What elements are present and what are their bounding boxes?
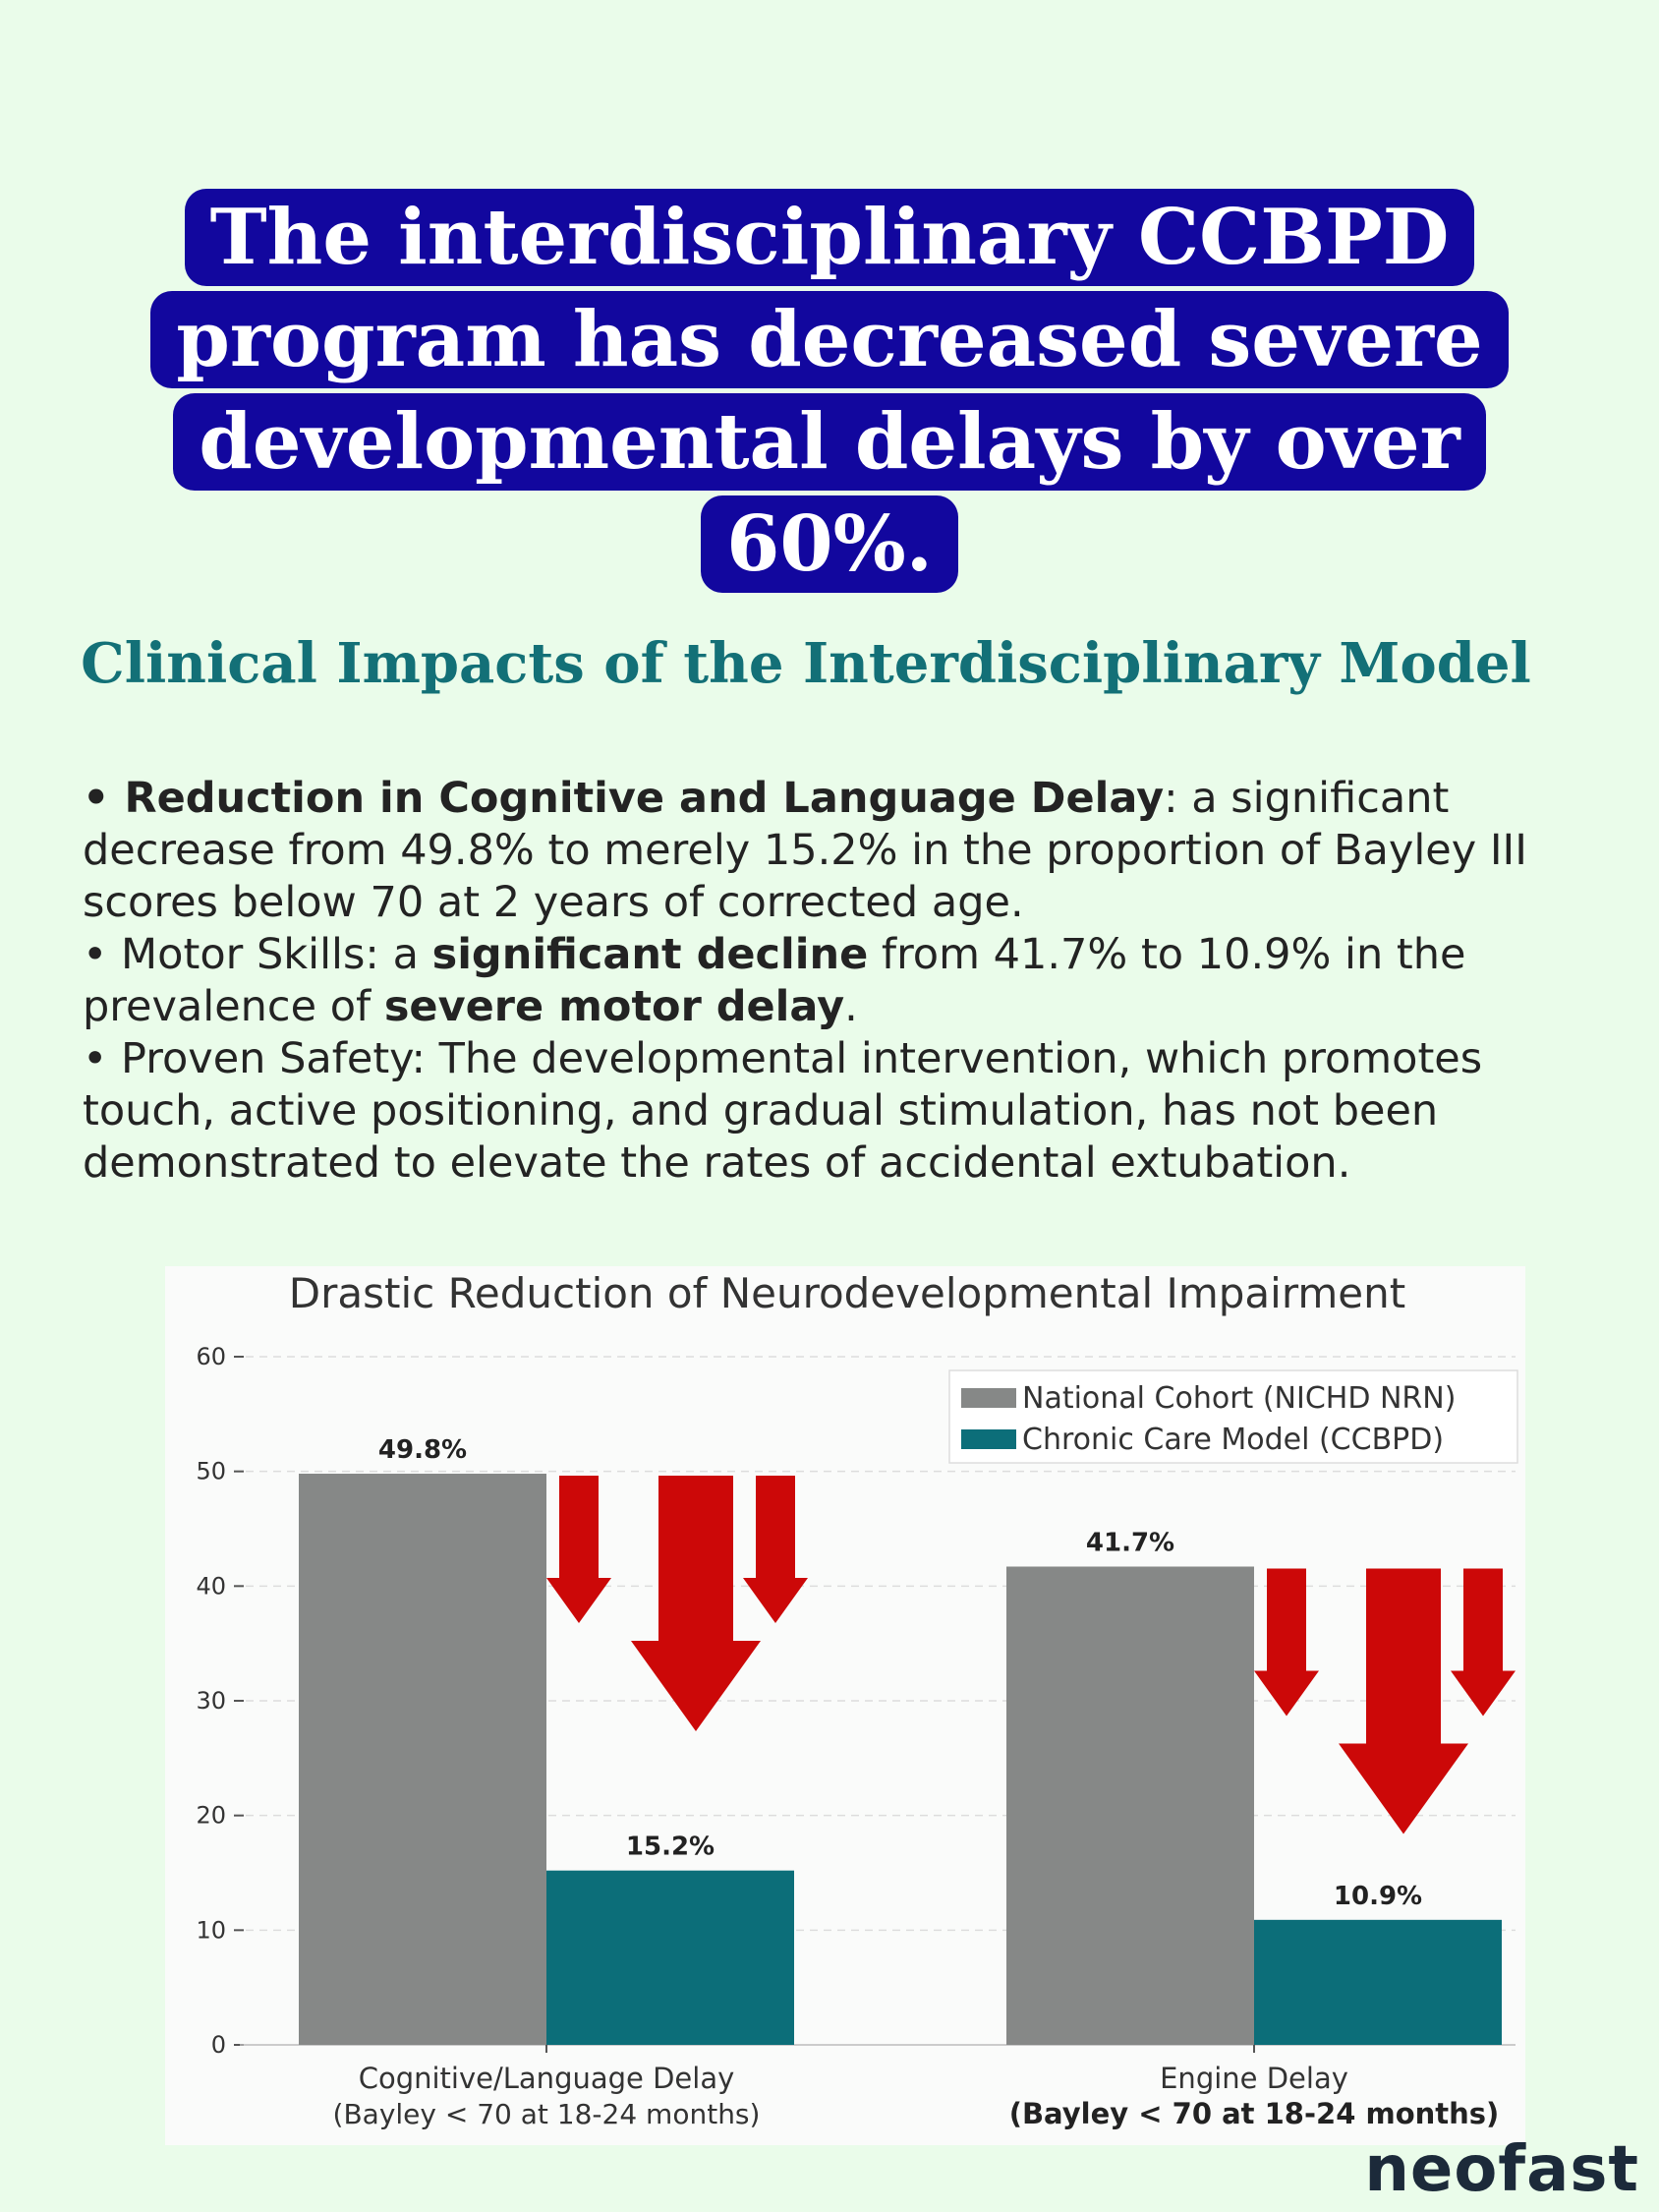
bullet-marker: • (83, 930, 122, 979)
data-label: 41.7% (1086, 1529, 1174, 1558)
bullet-marker: • (83, 1034, 122, 1083)
bar-national (299, 1474, 546, 2045)
data-label: 49.8% (378, 1435, 467, 1465)
legend-swatch (961, 1429, 1016, 1449)
y-tick-label: 50 (196, 1458, 226, 1485)
category-sublabel: (Bayley < 70 at 18-24 months) (1009, 2097, 1500, 2130)
down-arrow-icon (546, 1476, 611, 1623)
bullet-motor-mid: from 41.7% to 10.9% in the prevalence of (83, 930, 1466, 1031)
bullet-safety-text: Proven Safety: The developmental interve… (83, 1034, 1483, 1188)
y-tick-label: 10 (196, 1916, 226, 1944)
category-sublabel: (Bayley < 70 at 18-24 months) (333, 2098, 761, 2130)
bullet-motor: • Motor Skills: a significant decline fr… (83, 929, 1616, 1033)
bullet-cognitive: • Reduction in Cognitive and Language De… (83, 773, 1616, 929)
bar-chart: Drastic Reduction of Neurodevelopmental … (196, 1269, 1518, 2130)
bullet-list: • Reduction in Cognitive and Language De… (83, 773, 1616, 1190)
down-arrow-icon (631, 1476, 761, 1731)
chart-panel: Drastic Reduction of Neurodevelopmental … (165, 1266, 1525, 2145)
legend-label: National Cohort (NICHD NRN) (1022, 1381, 1456, 1416)
bullet-motor-pre: Motor Skills: a (121, 930, 432, 979)
bullet-safety: • Proven Safety: The developmental inter… (83, 1033, 1616, 1190)
headline-container: The interdisciplinary CCBPD program has … (138, 187, 1521, 596)
category-label: Engine Delay (1160, 2062, 1348, 2095)
data-label: 10.9% (1334, 1882, 1422, 1911)
y-tick-label: 40 (196, 1572, 226, 1600)
bar-ccbpd (1254, 1919, 1502, 2045)
bullet-motor-bold1: significant decline (431, 930, 869, 979)
bullet-cognitive-bold: Reduction in Cognitive and Language Dela… (124, 774, 1165, 823)
down-arrow-icon (743, 1476, 808, 1623)
y-tick-label: 30 (196, 1687, 226, 1715)
bar-ccbpd (546, 1870, 794, 2045)
bullet-motor-end: . (844, 982, 858, 1031)
bar-national (1006, 1566, 1254, 2045)
bullet-marker: • (83, 774, 125, 823)
headline: The interdisciplinary CCBPD program has … (150, 189, 1509, 593)
bullet-cognitive-text: : a significant decrease from 49.8% to m… (83, 774, 1527, 927)
data-label: 15.2% (626, 1833, 715, 1862)
section-subtitle: Clinical Impacts of the Interdisciplinar… (81, 631, 1531, 696)
down-arrow-icon (1451, 1568, 1516, 1717)
neofast-logo: neofast (1364, 2133, 1639, 2206)
category-label: Cognitive/Language Delay (359, 2062, 735, 2095)
legend-label: Chronic Care Model (CCBPD) (1022, 1423, 1444, 1457)
y-tick-label: 20 (196, 1802, 226, 1830)
down-arrow-icon (1339, 1568, 1468, 1834)
bullet-motor-bold2: severe motor delay (383, 982, 845, 1031)
down-arrow-icon (1254, 1568, 1319, 1717)
legend-swatch (961, 1388, 1016, 1408)
y-tick-label: 0 (211, 2031, 226, 2059)
chart-title: Drastic Reduction of Neurodevelopmental … (289, 1269, 1405, 1317)
legend-box (948, 1369, 1518, 1464)
y-tick-label: 60 (196, 1343, 226, 1370)
